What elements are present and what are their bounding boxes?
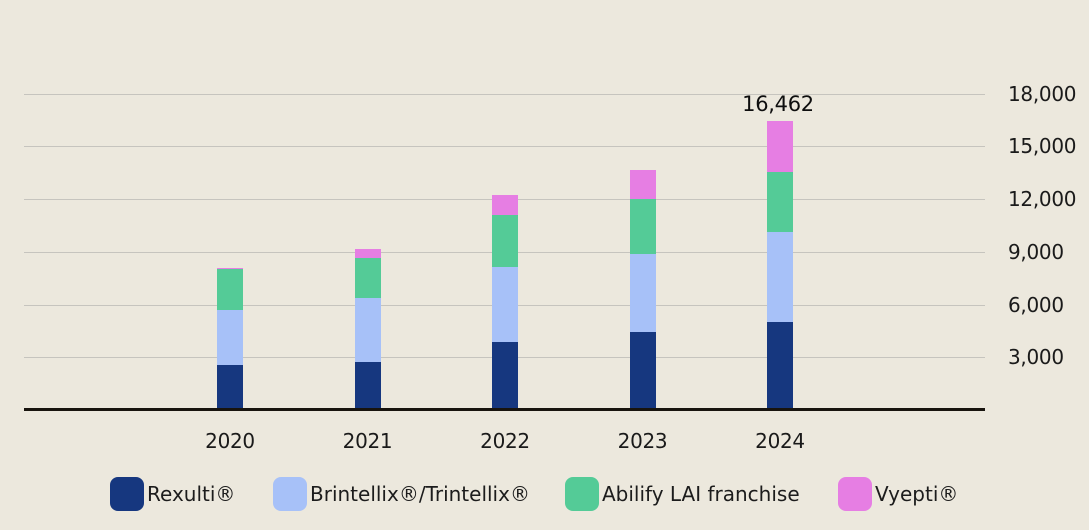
legend-item-rexulti: Rexulti® (110, 477, 235, 511)
bar-segment-rexulti-2020 (217, 365, 243, 410)
y-tick-label-18000: 18,000 (1008, 82, 1077, 106)
legend-item-vyepti: Vyepti® (838, 477, 958, 511)
legend-label-abilify-lai-franchise: Abilify LAI franchise (602, 482, 800, 506)
bar-segment-abilify-lai-franchise-2024 (767, 171, 793, 233)
legend-item-brintellix-trintellix: Brintellix®/Trintellix® (273, 477, 530, 511)
y-tick-label-3000: 3,000 (1008, 345, 1064, 369)
bar-segment-brintellix-trintellix-2021 (354, 298, 381, 362)
bar-segment-rexulti-2021 (354, 361, 381, 410)
bar-segment-brintellix-trintellix-2022 (492, 266, 518, 343)
bar-segment-brintellix-trintellix-2024 (767, 232, 793, 322)
x-tick-label-2022: 2022 (480, 429, 530, 453)
x-tick-label-2023: 2023 (617, 429, 668, 453)
gridline-15000 (24, 146, 985, 147)
bar-segment-abilify-lai-franchise-2023 (629, 199, 656, 255)
legend-label-rexulti: Rexulti® (147, 482, 236, 506)
legend-item-abilify-lai-franchise: Abilify LAI franchise (565, 477, 800, 511)
legend-label-brintellix-trintellix: Brintellix®/Trintellix® (310, 482, 530, 506)
y-tick-label-15000: 15,000 (1008, 134, 1077, 158)
bar-segment-vyepti-2023 (629, 169, 656, 199)
bar-segment-vyepti-2021 (354, 249, 381, 258)
x-axis-line (24, 408, 985, 411)
legend-swatch-vyepti-icon (838, 477, 872, 511)
y-tick-label-9000: 9,000 (1008, 240, 1064, 264)
legend-swatch-abilify-lai-franchise-icon (565, 477, 599, 511)
x-tick-label-2024: 2024 (755, 429, 805, 453)
x-tick-label-2020: 2020 (205, 429, 255, 453)
legend-label-vyepti: Vyepti® (875, 482, 959, 506)
gridline-18000 (24, 94, 985, 95)
bar-segment-rexulti-2024 (767, 321, 793, 410)
bar-segment-vyepti-2024 (767, 120, 793, 172)
bar-segment-rexulti-2022 (492, 342, 518, 410)
bar-segment-brintellix-trintellix-2023 (629, 254, 656, 332)
bar-segment-abilify-lai-franchise-2020 (217, 269, 243, 310)
legend-swatch-rexulti-icon (110, 477, 144, 511)
total-label-2024: 16,462 (742, 91, 814, 116)
bar-segment-abilify-lai-franchise-2021 (354, 257, 381, 299)
x-tick-label-2021: 2021 (342, 429, 393, 453)
y-tick-label-12000: 12,000 (1008, 187, 1077, 211)
bar-segment-vyepti-2020 (217, 267, 243, 270)
y-tick-label-6000: 6,000 (1008, 293, 1064, 317)
bar-segment-abilify-lai-franchise-2022 (492, 214, 518, 267)
legend-swatch-brintellix-trintellix-icon (273, 477, 307, 511)
bar-segment-vyepti-2022 (492, 195, 518, 215)
bar-segment-rexulti-2023 (629, 331, 656, 410)
bar-segment-brintellix-trintellix-2020 (217, 309, 243, 366)
